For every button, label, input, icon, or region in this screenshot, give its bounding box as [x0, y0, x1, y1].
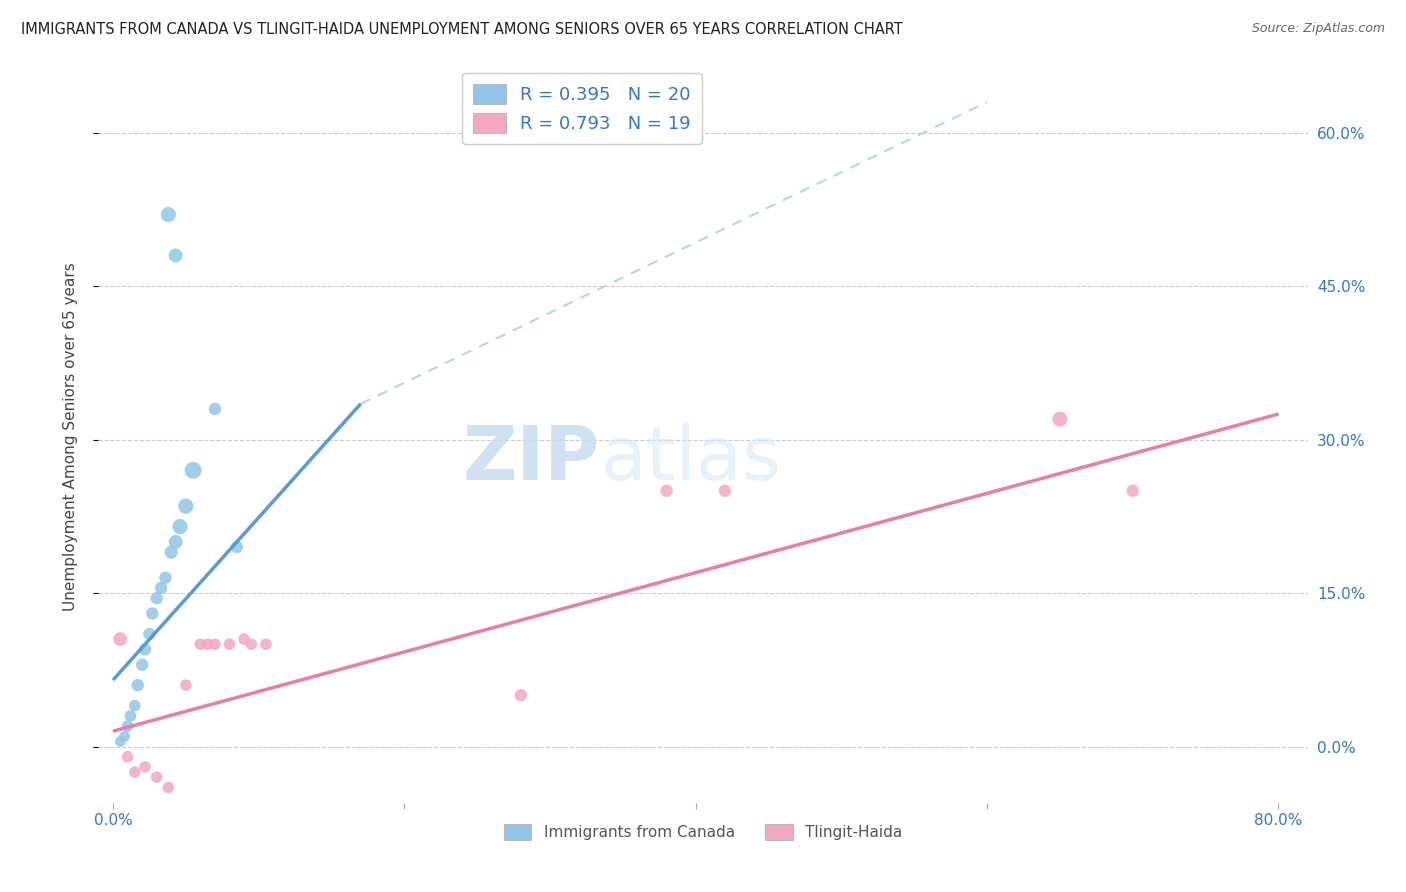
Point [165, 535, 187, 549]
Point [1122, 483, 1144, 498]
Point [110, 632, 132, 647]
Point [254, 637, 277, 651]
Point [225, 540, 247, 554]
Point [174, 678, 197, 692]
Point [204, 637, 226, 651]
Point [240, 637, 263, 651]
Point [145, 770, 167, 784]
Point [157, 208, 180, 222]
Point [117, 749, 139, 764]
Legend: Immigrants from Canada, Tlingit-Haida: Immigrants from Canada, Tlingit-Haida [498, 817, 908, 847]
Point [120, 709, 142, 723]
Point [124, 765, 146, 780]
Point [131, 657, 153, 672]
Text: IMMIGRANTS FROM CANADA VS TLINGIT-HAIDA UNEMPLOYMENT AMONG SENIORS OVER 65 YEARS: IMMIGRANTS FROM CANADA VS TLINGIT-HAIDA … [21, 22, 903, 37]
Point [114, 729, 136, 743]
Point [165, 248, 187, 262]
Point [127, 678, 149, 692]
Point [155, 571, 177, 585]
Point [174, 499, 197, 513]
Point [141, 607, 163, 621]
Point [181, 463, 204, 477]
Point [509, 689, 531, 703]
Point [110, 734, 132, 748]
Point [218, 637, 240, 651]
Point [169, 519, 191, 533]
Point [138, 627, 160, 641]
Point [157, 780, 180, 795]
Point [117, 719, 139, 733]
Point [124, 698, 146, 713]
Point [204, 401, 226, 416]
Text: atlas: atlas [600, 423, 782, 496]
Point [190, 637, 212, 651]
Point [655, 483, 678, 498]
Text: ZIP: ZIP [463, 423, 600, 496]
Point [134, 760, 156, 774]
Point [150, 581, 173, 595]
Point [233, 632, 256, 647]
Y-axis label: Unemployment Among Seniors over 65 years: Unemployment Among Seniors over 65 years [63, 263, 77, 611]
Text: Source: ZipAtlas.com: Source: ZipAtlas.com [1251, 22, 1385, 36]
Point [1049, 412, 1071, 426]
Point [145, 591, 167, 606]
Point [197, 637, 219, 651]
Point [134, 642, 156, 657]
Point [714, 483, 737, 498]
Point [160, 545, 183, 559]
